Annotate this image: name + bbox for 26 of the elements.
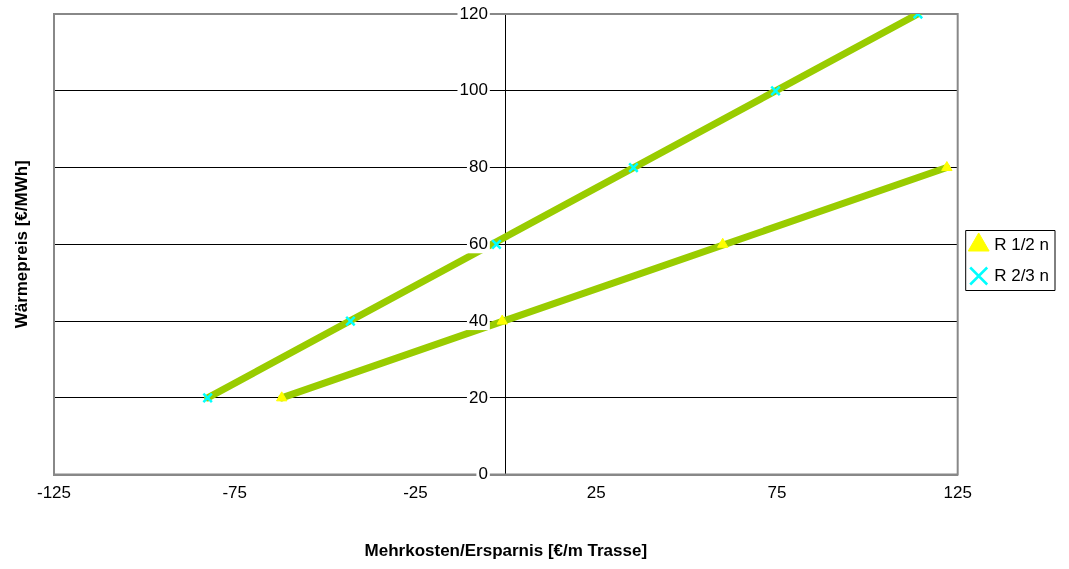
x-axis-title: Mehrkosten/Ersparnis [€/m Trasse] [364, 540, 648, 560]
x-tick-label: 125 [943, 483, 972, 503]
y-tick-label: 20 [468, 387, 488, 407]
y-axis-title: Wärmepreis [€/MWh] [11, 160, 31, 329]
point [717, 237, 729, 248]
x-tick-label: -25 [403, 483, 428, 503]
point [496, 314, 508, 325]
y-tick-label: 40 [468, 310, 488, 330]
x-tick-label: 75 [767, 483, 787, 503]
point [202, 392, 214, 404]
y-tick-label: 60 [468, 233, 488, 253]
x-tick-label: 25 [586, 483, 606, 503]
x-tick-label: -125 [36, 483, 72, 503]
point [344, 315, 356, 327]
point [276, 391, 288, 402]
y-tick-label: 120 [459, 3, 488, 23]
legend-label: R 1/2 n [994, 234, 1049, 254]
point [490, 238, 502, 250]
point [941, 161, 953, 172]
point [627, 162, 639, 174]
y-tick-label: 0 [478, 464, 488, 484]
y-tick-label: 80 [468, 157, 488, 177]
legend-label: R 2/3 n [994, 265, 1049, 285]
x-tick-label: -75 [222, 483, 248, 503]
y-tick-label: 100 [459, 80, 488, 100]
point [770, 85, 781, 97]
